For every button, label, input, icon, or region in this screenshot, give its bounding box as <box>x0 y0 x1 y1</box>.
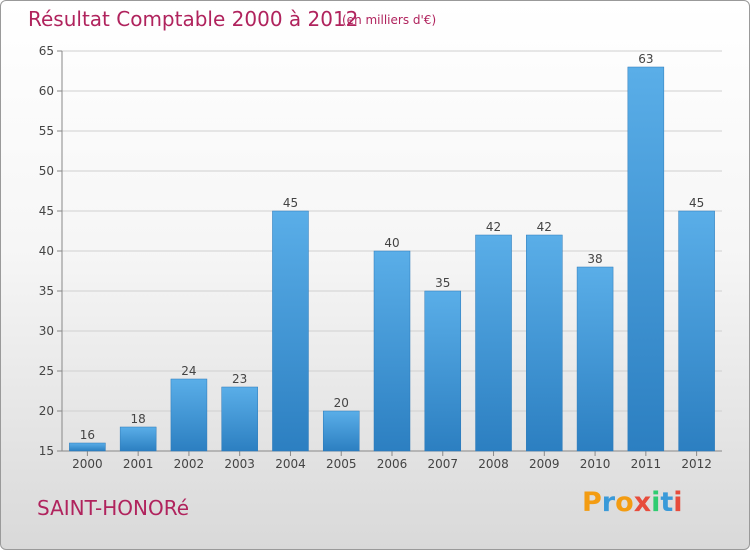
y-tick-label: 25 <box>39 364 54 378</box>
chart-title: Résultat Comptable 2000 à 2012 <box>28 7 359 31</box>
bar-2002 <box>170 378 208 452</box>
bar-2012 <box>678 210 715 452</box>
bar-2000 <box>69 442 106 452</box>
bar-2004 <box>272 210 309 452</box>
y-tick-label: 20 <box>39 404 54 418</box>
logo-letter: P <box>582 487 602 518</box>
data-labels: 16 18 24 23 45 20 40 35 42 42 38 63 45 <box>80 52 705 442</box>
bar-2005 <box>322 410 360 452</box>
x-tick-label-2010: 2010 <box>580 457 611 471</box>
logo-letter: r <box>601 487 616 518</box>
y-tick-label: 40 <box>39 244 54 258</box>
y-tick-label: 45 <box>39 204 54 218</box>
data-label-2003: 23 <box>232 372 247 386</box>
data-label-2007: 35 <box>435 276 450 290</box>
y-tick-labels: 15 20 25 30 35 40 45 50 55 60 65 <box>39 44 54 458</box>
proxiti-logo[interactable]: Proxiti <box>582 487 683 518</box>
data-label-2001: 18 <box>131 412 146 426</box>
data-label-2004: 45 <box>283 196 298 210</box>
data-label-2012: 45 <box>689 196 704 210</box>
x-tick-label-2002: 2002 <box>174 457 205 471</box>
data-label-2000: 16 <box>80 428 95 442</box>
logo-letter: i <box>673 487 683 518</box>
x-tick-label-2003: 2003 <box>224 457 255 471</box>
x-tick-label-2012: 2012 <box>681 457 712 471</box>
bar-2009 <box>526 234 563 452</box>
x-tick-label-2000: 2000 <box>72 457 103 471</box>
data-label-2005: 20 <box>334 396 349 410</box>
x-tick-label-2011: 2011 <box>631 457 662 471</box>
data-label-2011: 63 <box>638 52 653 66</box>
chart-subtitle: (en milliers d'€) <box>342 13 437 27</box>
bar-2006 <box>373 250 411 452</box>
bar-2001 <box>119 426 157 452</box>
data-label-2002: 24 <box>181 364 196 378</box>
y-tick-label: 60 <box>39 84 54 98</box>
x-tick-label-2005: 2005 <box>326 457 357 471</box>
x-tick-label-2009: 2009 <box>529 457 560 471</box>
data-label-2010: 38 <box>587 252 602 266</box>
place-name: SAINT-HONORé <box>37 496 189 520</box>
logo-letter: t <box>660 487 674 518</box>
x-tick-label-2008: 2008 <box>478 457 509 471</box>
data-label-2008: 42 <box>486 220 501 234</box>
data-label-2009: 42 <box>537 220 552 234</box>
bars <box>69 66 715 452</box>
x-tick-label-2007: 2007 <box>427 457 458 471</box>
x-tick-labels: 2000 2001 2002 2003 2004 2005 2006 2007 2008 2009… <box>72 457 712 471</box>
y-tick-label: 35 <box>39 284 54 298</box>
y-tick-label: 65 <box>39 44 54 58</box>
y-tick-label: 55 <box>39 124 54 138</box>
logo-letter: i <box>651 487 661 518</box>
bar-2008 <box>475 234 512 452</box>
bar-2007 <box>424 290 462 452</box>
y-tick-label: 50 <box>39 164 54 178</box>
data-label-2006: 40 <box>384 236 399 250</box>
logo-letter: x <box>633 487 652 518</box>
y-tick-label: 15 <box>39 444 54 458</box>
bar-2011 <box>627 66 665 452</box>
x-tick-label-2004: 2004 <box>275 457 306 471</box>
logo-letter: o <box>615 487 634 518</box>
bar-2010 <box>576 266 614 452</box>
bar-2003 <box>221 386 258 452</box>
y-tick-label: 30 <box>39 324 54 338</box>
x-tick-label-2006: 2006 <box>377 457 408 471</box>
x-tick-label-2001: 2001 <box>123 457 154 471</box>
